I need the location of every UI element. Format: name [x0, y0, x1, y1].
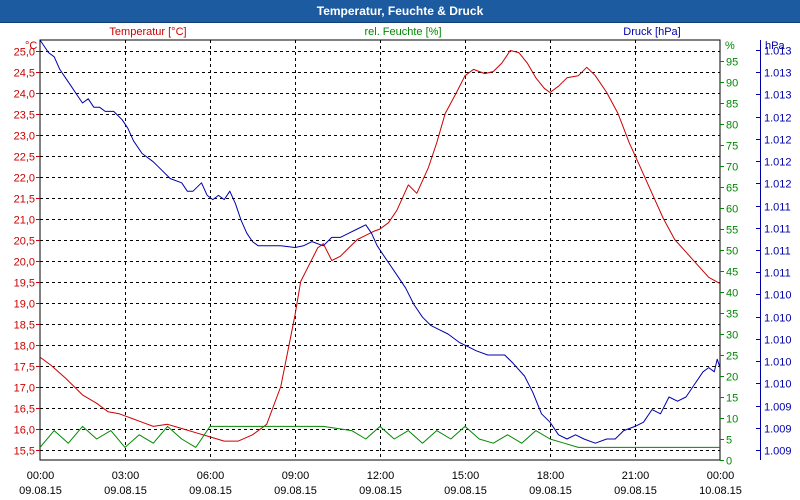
press-tick-label: 1.010 — [764, 290, 792, 302]
hum-tick-label: 35 — [726, 309, 738, 321]
temp-tick-label: 18,0 — [14, 341, 35, 353]
series-line-press — [39, 39, 721, 444]
press-tick-label: 1.011 — [764, 268, 791, 280]
x-tick-time: 18:00 — [537, 470, 565, 482]
temp-tick-label: 23,0 — [14, 131, 35, 143]
hum-tick-label: 5 — [726, 435, 732, 447]
press-tick-label: 1.012 — [764, 179, 792, 191]
press-tick-label: 1.009 — [764, 446, 792, 458]
hum-tick-label: 30 — [726, 330, 738, 342]
temp-tick-label: 22,0 — [14, 173, 35, 185]
hum-tick-label: 10 — [726, 414, 738, 426]
hum-tick-label: 85 — [726, 99, 738, 111]
press-tick-label: 1.010 — [764, 313, 792, 325]
temp-tick-label: 20,5 — [14, 236, 35, 248]
press-tick-label: 1.012 — [764, 157, 792, 169]
x-tick-time: 06:00 — [197, 470, 225, 482]
window-title: Temperatur, Feuchte & Druck — [316, 4, 484, 18]
press-tick-label: 1.011 — [764, 202, 791, 214]
x-tick-time: 21:00 — [622, 470, 650, 482]
x-tick-date: 09.08.15 — [104, 485, 147, 497]
press-tick-label: 1.010 — [764, 379, 792, 391]
hum-tick-label: 65 — [726, 183, 738, 195]
hum-tick-label: 80 — [726, 120, 738, 132]
x-tick-time: 00:00 — [707, 470, 735, 482]
temp-unit-label: °C — [25, 40, 37, 52]
x-tick-time: 09:00 — [282, 470, 310, 482]
chart-series — [39, 39, 721, 448]
temp-axis-title: Temperatur [°C] — [109, 26, 186, 38]
temp-tick-label: 24,5 — [14, 68, 35, 80]
x-tick-time: 00:00 — [27, 470, 55, 482]
press-tick-label: 1.011 — [764, 224, 791, 236]
press-tick-label: 1.013 — [764, 46, 792, 58]
temp-tick-label: 18,5 — [14, 320, 35, 332]
x-tick-date: 09.08.15 — [614, 485, 657, 497]
temp-tick-label: 20,0 — [14, 257, 35, 269]
press-axis-title: Druck [hPa] — [623, 26, 680, 38]
hum-tick-label: 75 — [726, 141, 738, 153]
x-tick-date: 09.08.15 — [274, 485, 317, 497]
press-tick-label: 1.013 — [764, 90, 792, 102]
temp-tick-label: 21,0 — [14, 215, 35, 227]
hum-tick-label: 55 — [726, 225, 738, 237]
x-tick-time: 15:00 — [452, 470, 480, 482]
x-tick-date: 09.08.15 — [529, 485, 572, 497]
hum-unit-label: % — [725, 40, 735, 52]
temp-tick-label: 21,5 — [14, 194, 35, 206]
press-unit-label: hPa — [765, 40, 785, 52]
hum-tick-label: 95 — [726, 57, 738, 69]
hum-tick-label: 45 — [726, 267, 738, 279]
press-tick-label: 1.012 — [764, 135, 792, 147]
hum-tick-label: 50 — [726, 246, 738, 258]
press-tick-label: 1.013 — [764, 68, 792, 80]
window-title-bar: Temperatur, Feuchte & Druck — [0, 0, 800, 23]
x-tick-date: 09.08.15 — [19, 485, 62, 497]
hum-tick-label: 60 — [726, 204, 738, 216]
temp-tick-label: 23,5 — [14, 110, 35, 122]
hum-tick-label: 70 — [726, 162, 738, 174]
press-tick-label: 1.010 — [764, 335, 792, 347]
series-line-hum — [39, 425, 720, 448]
hum-tick-label: 0 — [726, 456, 732, 468]
chart-labels: 00:00 09.08.15 03:00 09.08.15 06:00 09.08.15 0… — [14, 26, 792, 497]
x-tick-date: 10.08.15 — [699, 485, 742, 497]
temp-tick-label: 22,5 — [14, 152, 35, 164]
press-tick-label: 1.011 — [764, 246, 791, 258]
press-tick-label: 1.010 — [764, 357, 792, 369]
temp-tick-label: 17,5 — [14, 362, 35, 374]
temp-tick-label: 19,0 — [14, 299, 35, 311]
temp-tick-label: 24,0 — [14, 89, 35, 101]
x-tick-date: 09.08.15 — [444, 485, 487, 497]
x-tick-date: 09.08.15 — [189, 485, 232, 497]
hum-tick-label: 25 — [726, 351, 738, 363]
temp-tick-label: 19,5 — [14, 278, 35, 290]
temp-tick-label: 16,5 — [14, 404, 35, 416]
temp-tick-label: 16,0 — [14, 425, 35, 437]
temp-tick-label: 17,0 — [14, 383, 35, 395]
hum-tick-label: 15 — [726, 393, 738, 405]
x-tick-time: 03:00 — [112, 470, 140, 482]
press-tick-label: 1.009 — [764, 424, 792, 436]
press-tick-label: 1.009 — [764, 402, 792, 414]
x-tick-date: 09.08.15 — [359, 485, 402, 497]
series-line-temp — [39, 50, 721, 442]
chart-axes — [36, 40, 761, 461]
temp-tick-label: 15,5 — [14, 446, 35, 458]
press-tick-label: 1.012 — [764, 113, 792, 125]
hum-tick-label: 20 — [726, 372, 738, 384]
hum-tick-label: 40 — [726, 288, 738, 300]
x-tick-time: 12:00 — [367, 470, 395, 482]
hum-axis-title: rel. Feuchte [%] — [364, 26, 441, 38]
temp-tick-label: 25,0 — [14, 47, 35, 59]
hum-tick-label: 90 — [726, 78, 738, 90]
